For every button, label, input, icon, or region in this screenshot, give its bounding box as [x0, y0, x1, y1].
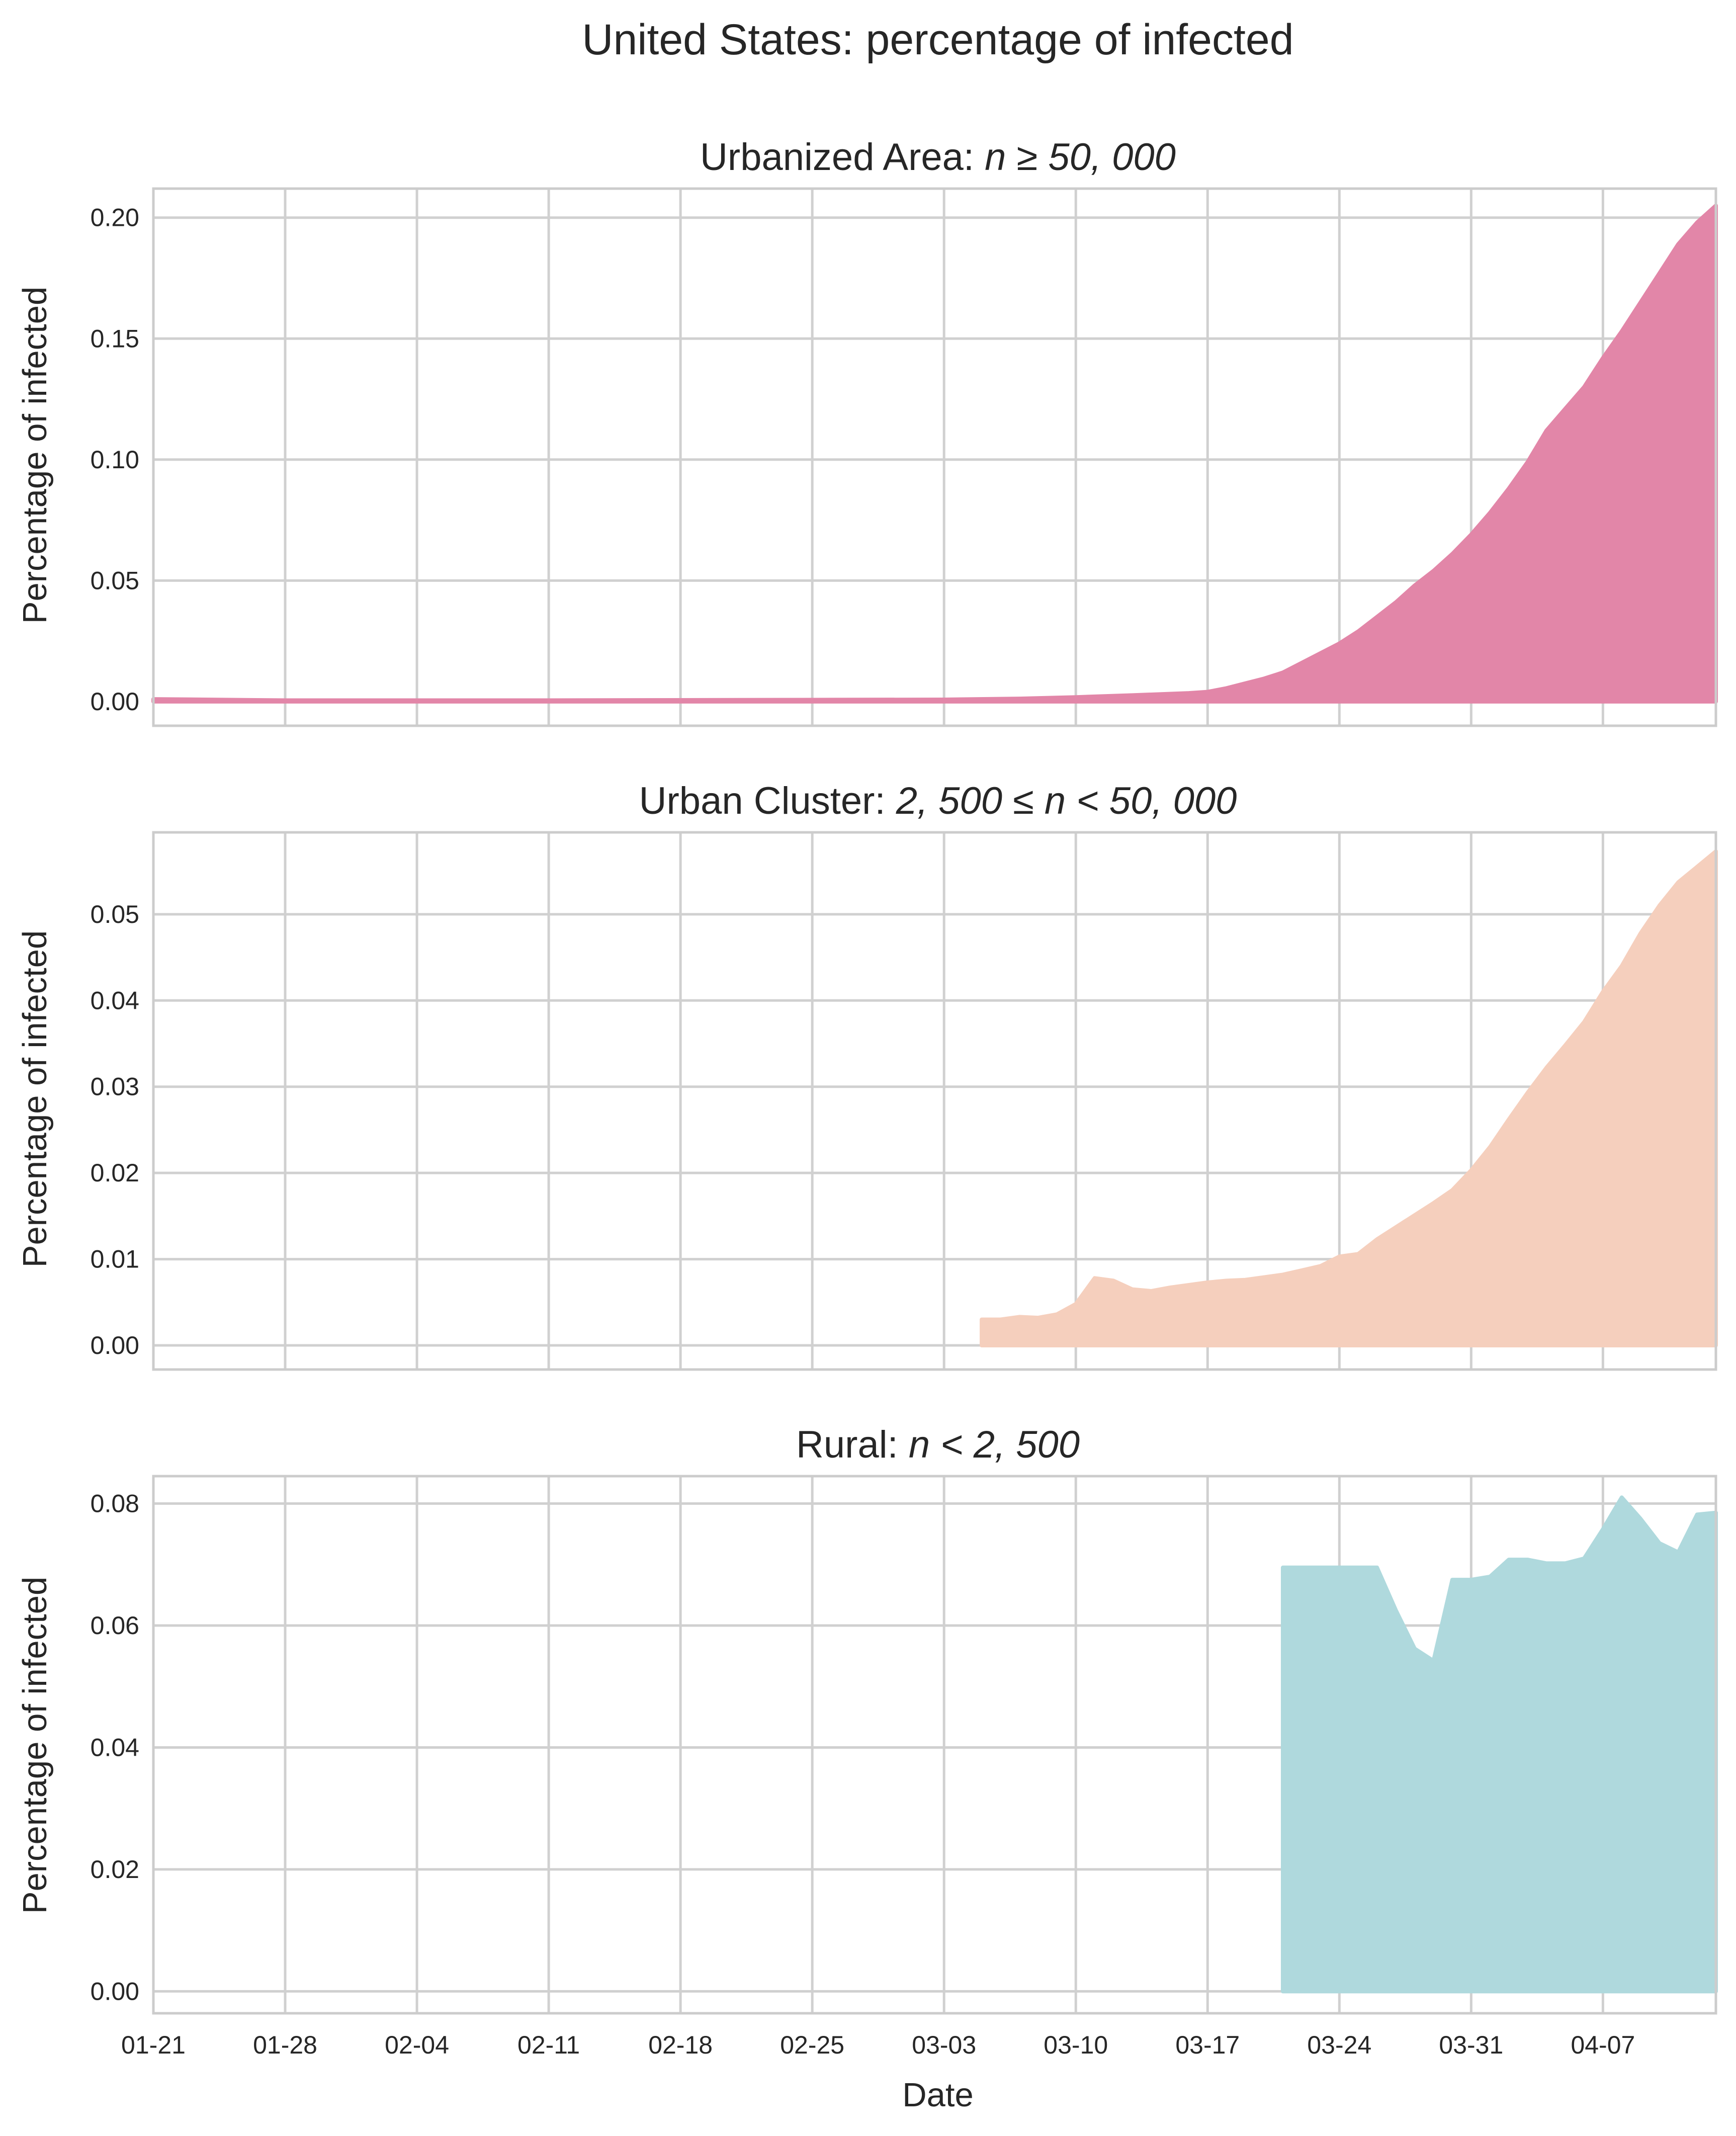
area-series	[151, 203, 1718, 704]
y-tick-label: 0.02	[91, 1855, 139, 1884]
panel-2-title: Urban Cluster: 2, 500 ≤ n < 50, 000	[639, 780, 1237, 822]
y-tick-label: 0.01	[91, 1245, 139, 1273]
x-tick-label: 03-17	[1175, 2031, 1240, 2059]
y-tick-label: 0.15	[91, 324, 139, 353]
x-tick-label: 04-07	[1571, 2031, 1635, 2059]
y-tick-label: 0.06	[91, 1611, 139, 1640]
x-tick-label: 03-24	[1307, 2031, 1371, 2059]
plot-frame	[152, 187, 1717, 727]
y-tick-label: 0.04	[91, 986, 139, 1014]
x-tick-label: 02-04	[385, 2031, 449, 2059]
x-tick-label: 03-10	[1044, 2031, 1108, 2059]
y-tick-label: 0.00	[91, 1331, 139, 1359]
plot-frame	[152, 1475, 1717, 2015]
panel-1: Urbanized Area: n ≥ 50, 000 Percentage o…	[16, 136, 1718, 727]
x-tick-label: 03-03	[912, 2031, 976, 2059]
panel-3-ylabel: Percentage of infected	[16, 1577, 54, 1914]
panel-1-title: Urbanized Area: n ≥ 50, 000	[700, 136, 1176, 179]
panel-3: Rural: n < 2, 500 Percentage of infected…	[16, 1423, 1718, 2059]
panel-1-ylabel: Percentage of infected	[16, 287, 54, 624]
x-tick-label: 02-18	[648, 2031, 713, 2059]
y-tick-label: 0.05	[91, 900, 139, 928]
x-tick-label: 02-11	[517, 2031, 580, 2059]
y-tick-label: 0.00	[91, 688, 139, 716]
area-series	[980, 849, 1718, 1347]
y-tick-label: 0.05	[91, 566, 139, 594]
plot-frame	[152, 831, 1717, 1371]
panel-2-ylabel: Percentage of infected	[16, 930, 54, 1267]
panel-3-title: Rural: n < 2, 500	[796, 1423, 1080, 1466]
y-tick-label: 0.00	[91, 1977, 139, 2005]
x-tick-label: 03-31	[1439, 2031, 1503, 2059]
x-tick-label: 01-28	[253, 2031, 317, 2059]
y-tick-label: 0.08	[91, 1490, 139, 1518]
x-axis-label: Date	[902, 2076, 974, 2114]
panel-2: Urban Cluster: 2, 500 ≤ n < 50, 000 Perc…	[16, 780, 1718, 1371]
chart-suptitle: United States: percentage of infected	[582, 16, 1293, 64]
y-tick-label: 0.10	[91, 446, 139, 474]
y-tick-label: 0.03	[91, 1073, 139, 1101]
y-tick-label: 0.02	[91, 1159, 139, 1187]
area-series	[1281, 1495, 1718, 1994]
y-tick-label: 0.04	[91, 1733, 139, 1761]
y-tick-label: 0.20	[91, 204, 139, 232]
x-tick-label: 02-25	[780, 2031, 844, 2059]
x-tick-label: 01-21	[121, 2031, 186, 2059]
